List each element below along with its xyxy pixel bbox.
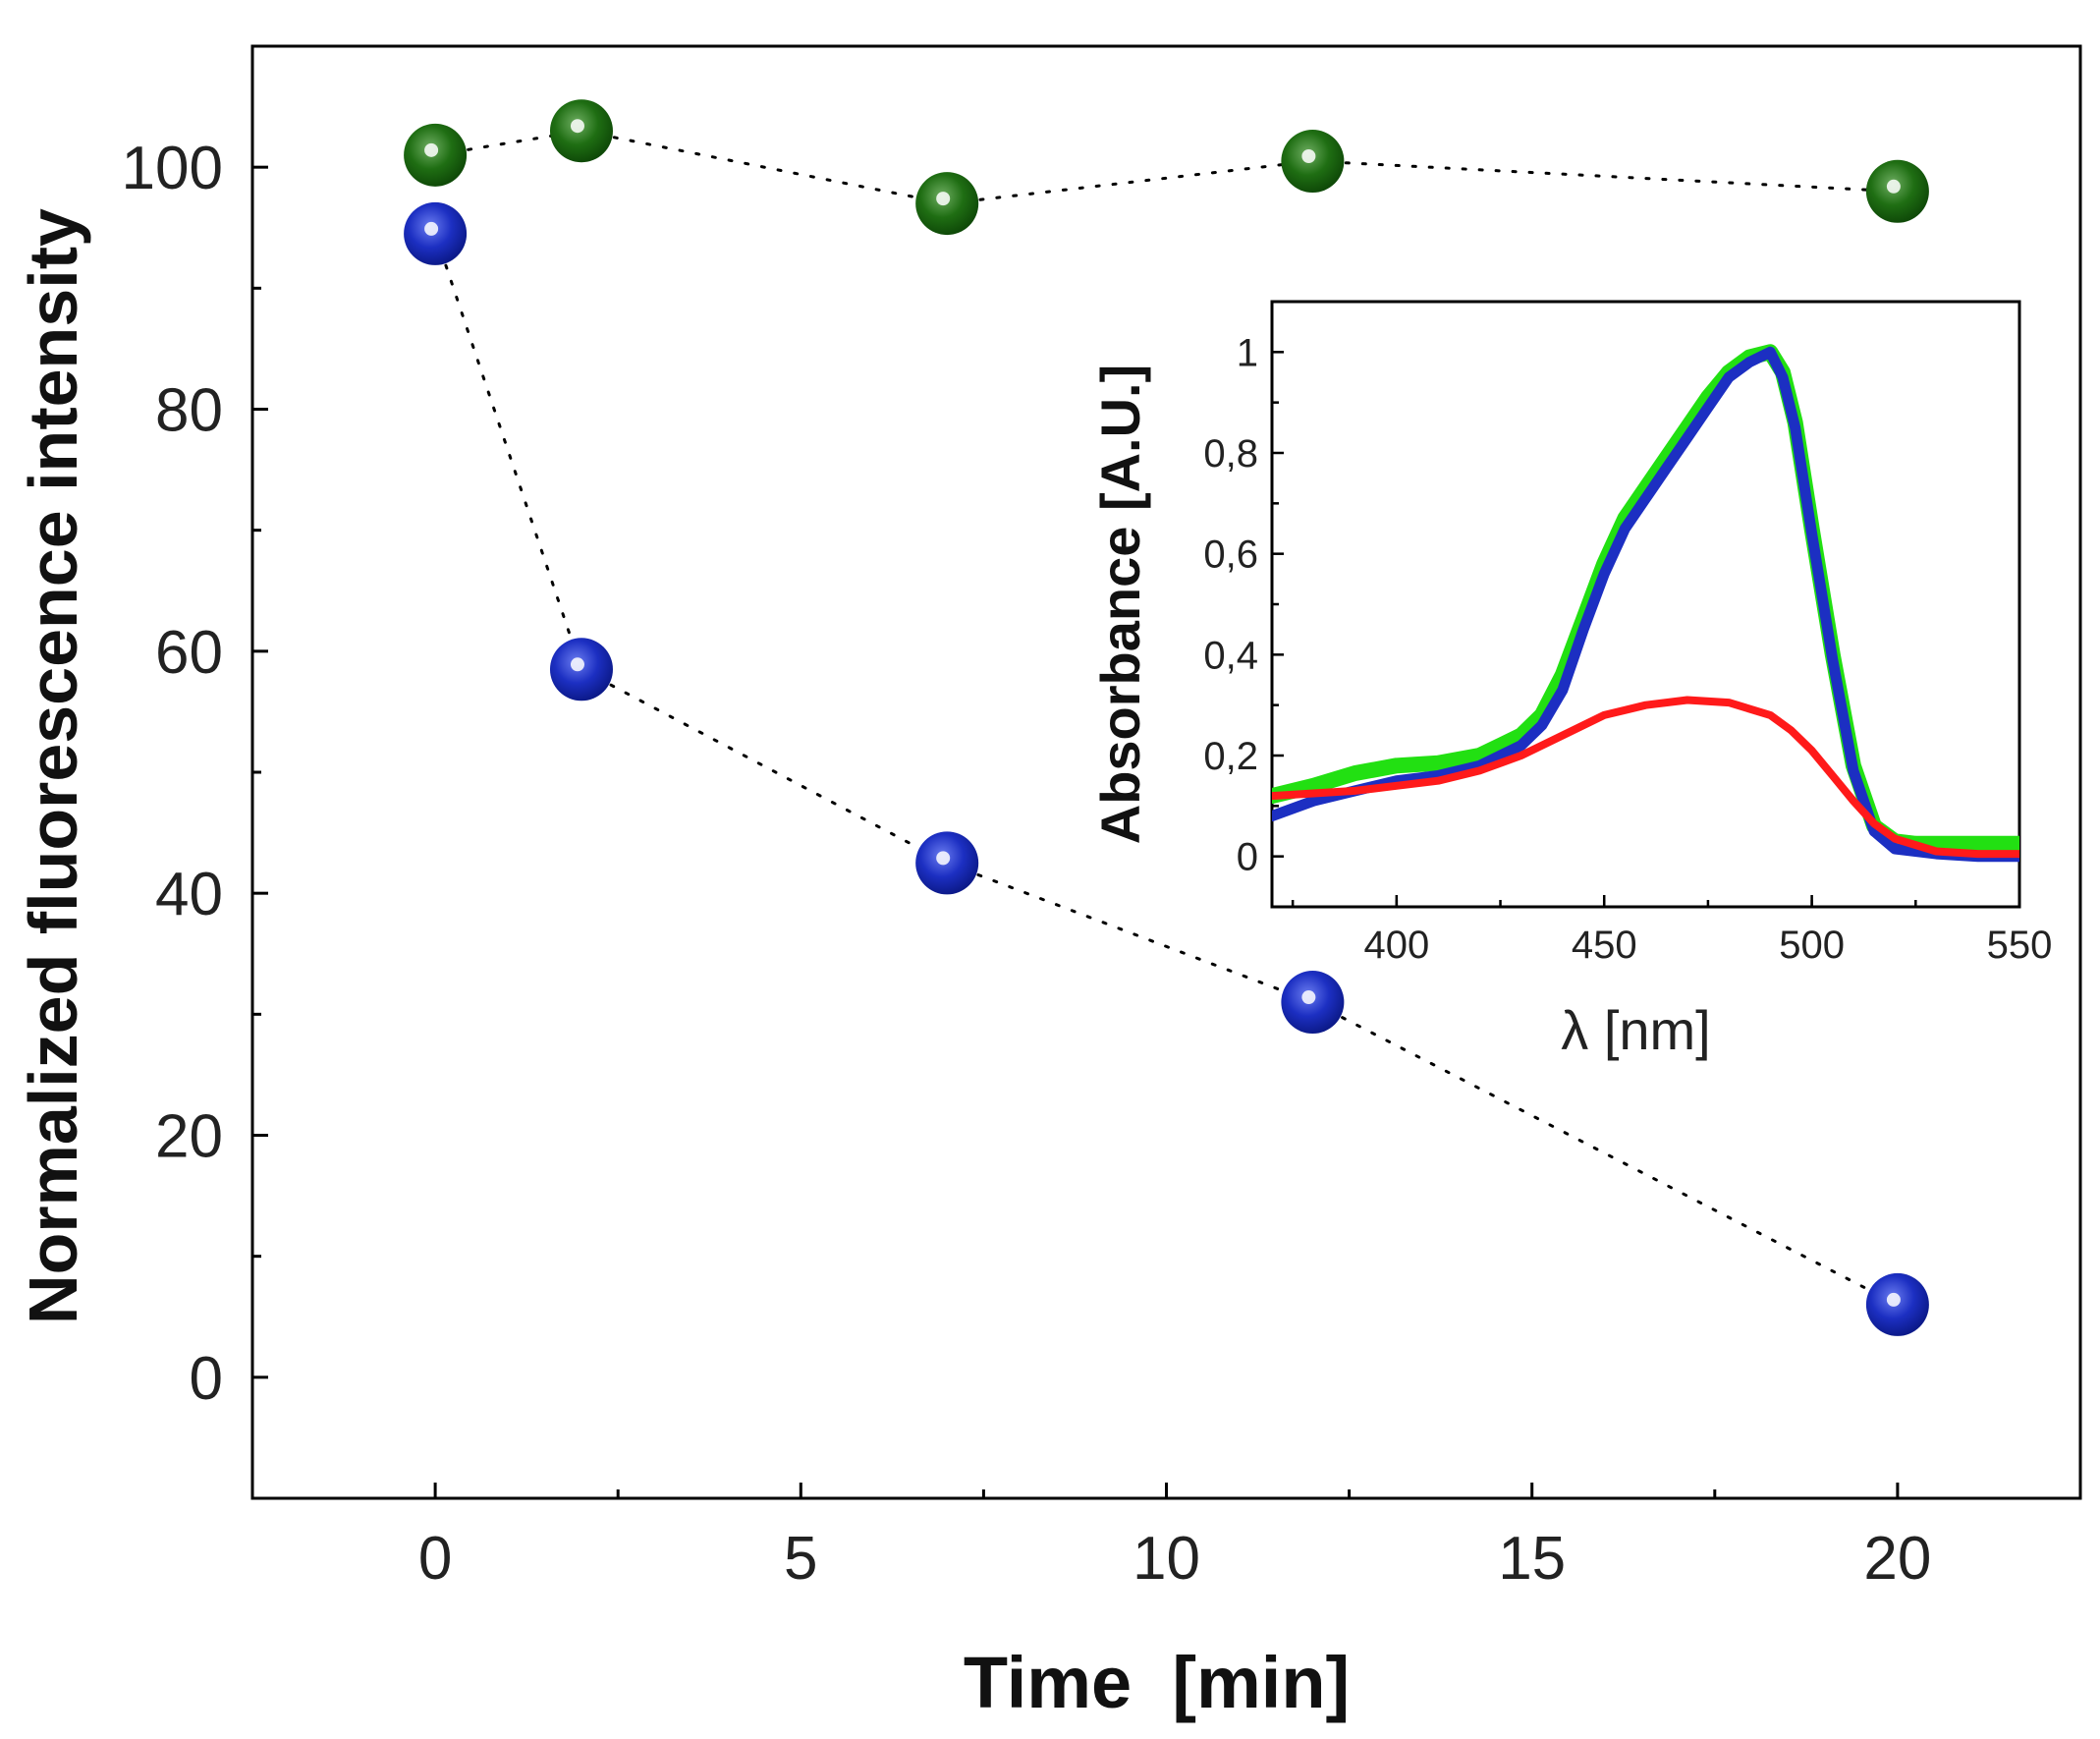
inset-y-tick-label: 0	[1237, 836, 1258, 879]
main-series-blue-point-highlight	[1886, 1292, 1901, 1307]
main-series-green-point-highlight	[1301, 149, 1316, 164]
main-x-tick-label: 10	[1133, 1525, 1200, 1593]
main-series-green-point-highlight	[936, 192, 951, 206]
main-series-blue-point-highlight	[1301, 990, 1316, 1005]
main-series-blue-point-highlight	[936, 851, 951, 866]
main-series-green-point-highlight	[570, 119, 584, 134]
inset-series-red-line	[1272, 696, 2019, 859]
main-series-green-connector	[1310, 159, 1900, 194]
main-series-green-connector	[580, 129, 949, 205]
main-series-blue-connector	[433, 232, 583, 671]
main-y-tick-label: 40	[155, 861, 223, 928]
main-x-axis-label: Time [min]	[964, 1642, 1350, 1723]
inset-x-tick-label: 550	[1987, 924, 2053, 967]
main-y-axis-label: Normalized fluorescence intensity	[15, 208, 91, 1324]
inset-y-tick-label: 0,8	[1203, 432, 1258, 476]
main-x-tick-label: 5	[784, 1525, 817, 1593]
main-series-green-point-highlight	[424, 142, 439, 157]
inset-x-tick-label: 400	[1363, 924, 1429, 967]
main-series-green-point-highlight	[1886, 179, 1901, 194]
inset-x-tick-label: 500	[1779, 924, 1845, 967]
inset-x-tick-label: 450	[1572, 924, 1637, 967]
main-series-blue-point-highlight	[570, 657, 584, 672]
main-series-blue-connector	[580, 667, 949, 865]
inset-series-blue-line	[1272, 346, 2019, 863]
main-x-tick-label: 20	[1863, 1525, 1931, 1593]
inset-y-axis-label: Absorbance [A.U.]	[1089, 365, 1151, 845]
inset-y-tick-label: 1	[1237, 331, 1258, 374]
main-y-tick-label: 80	[155, 377, 223, 445]
inset-y-tick-label: 0,6	[1203, 533, 1258, 577]
main-y-tick-label: 20	[155, 1103, 223, 1171]
main-y-tick-label: 60	[155, 619, 223, 687]
inset-plot-frame	[1270, 300, 2021, 909]
main-y-tick-label: 100	[122, 135, 223, 202]
inset-chart: 400 450 500 550 0 0,2 0,4 0,6 0,8 1 λ [nm] Absorban…	[1089, 300, 2053, 1061]
inset-y-tick-label: 0,4	[1203, 634, 1258, 677]
main-series-green-connector	[945, 159, 1314, 205]
main-series-blue-connector	[945, 861, 1314, 1004]
inset-y-tick-label: 0,2	[1203, 735, 1258, 778]
main-y-tick-label: 0	[190, 1345, 223, 1413]
inset-x-axis-label: λ [nm]	[1561, 999, 1710, 1061]
inset-curves	[1272, 344, 2019, 863]
main-series-blue-point-highlight	[424, 221, 439, 236]
main-x-tick-label: 0	[418, 1525, 452, 1593]
main-x-tick-label: 15	[1498, 1525, 1566, 1593]
